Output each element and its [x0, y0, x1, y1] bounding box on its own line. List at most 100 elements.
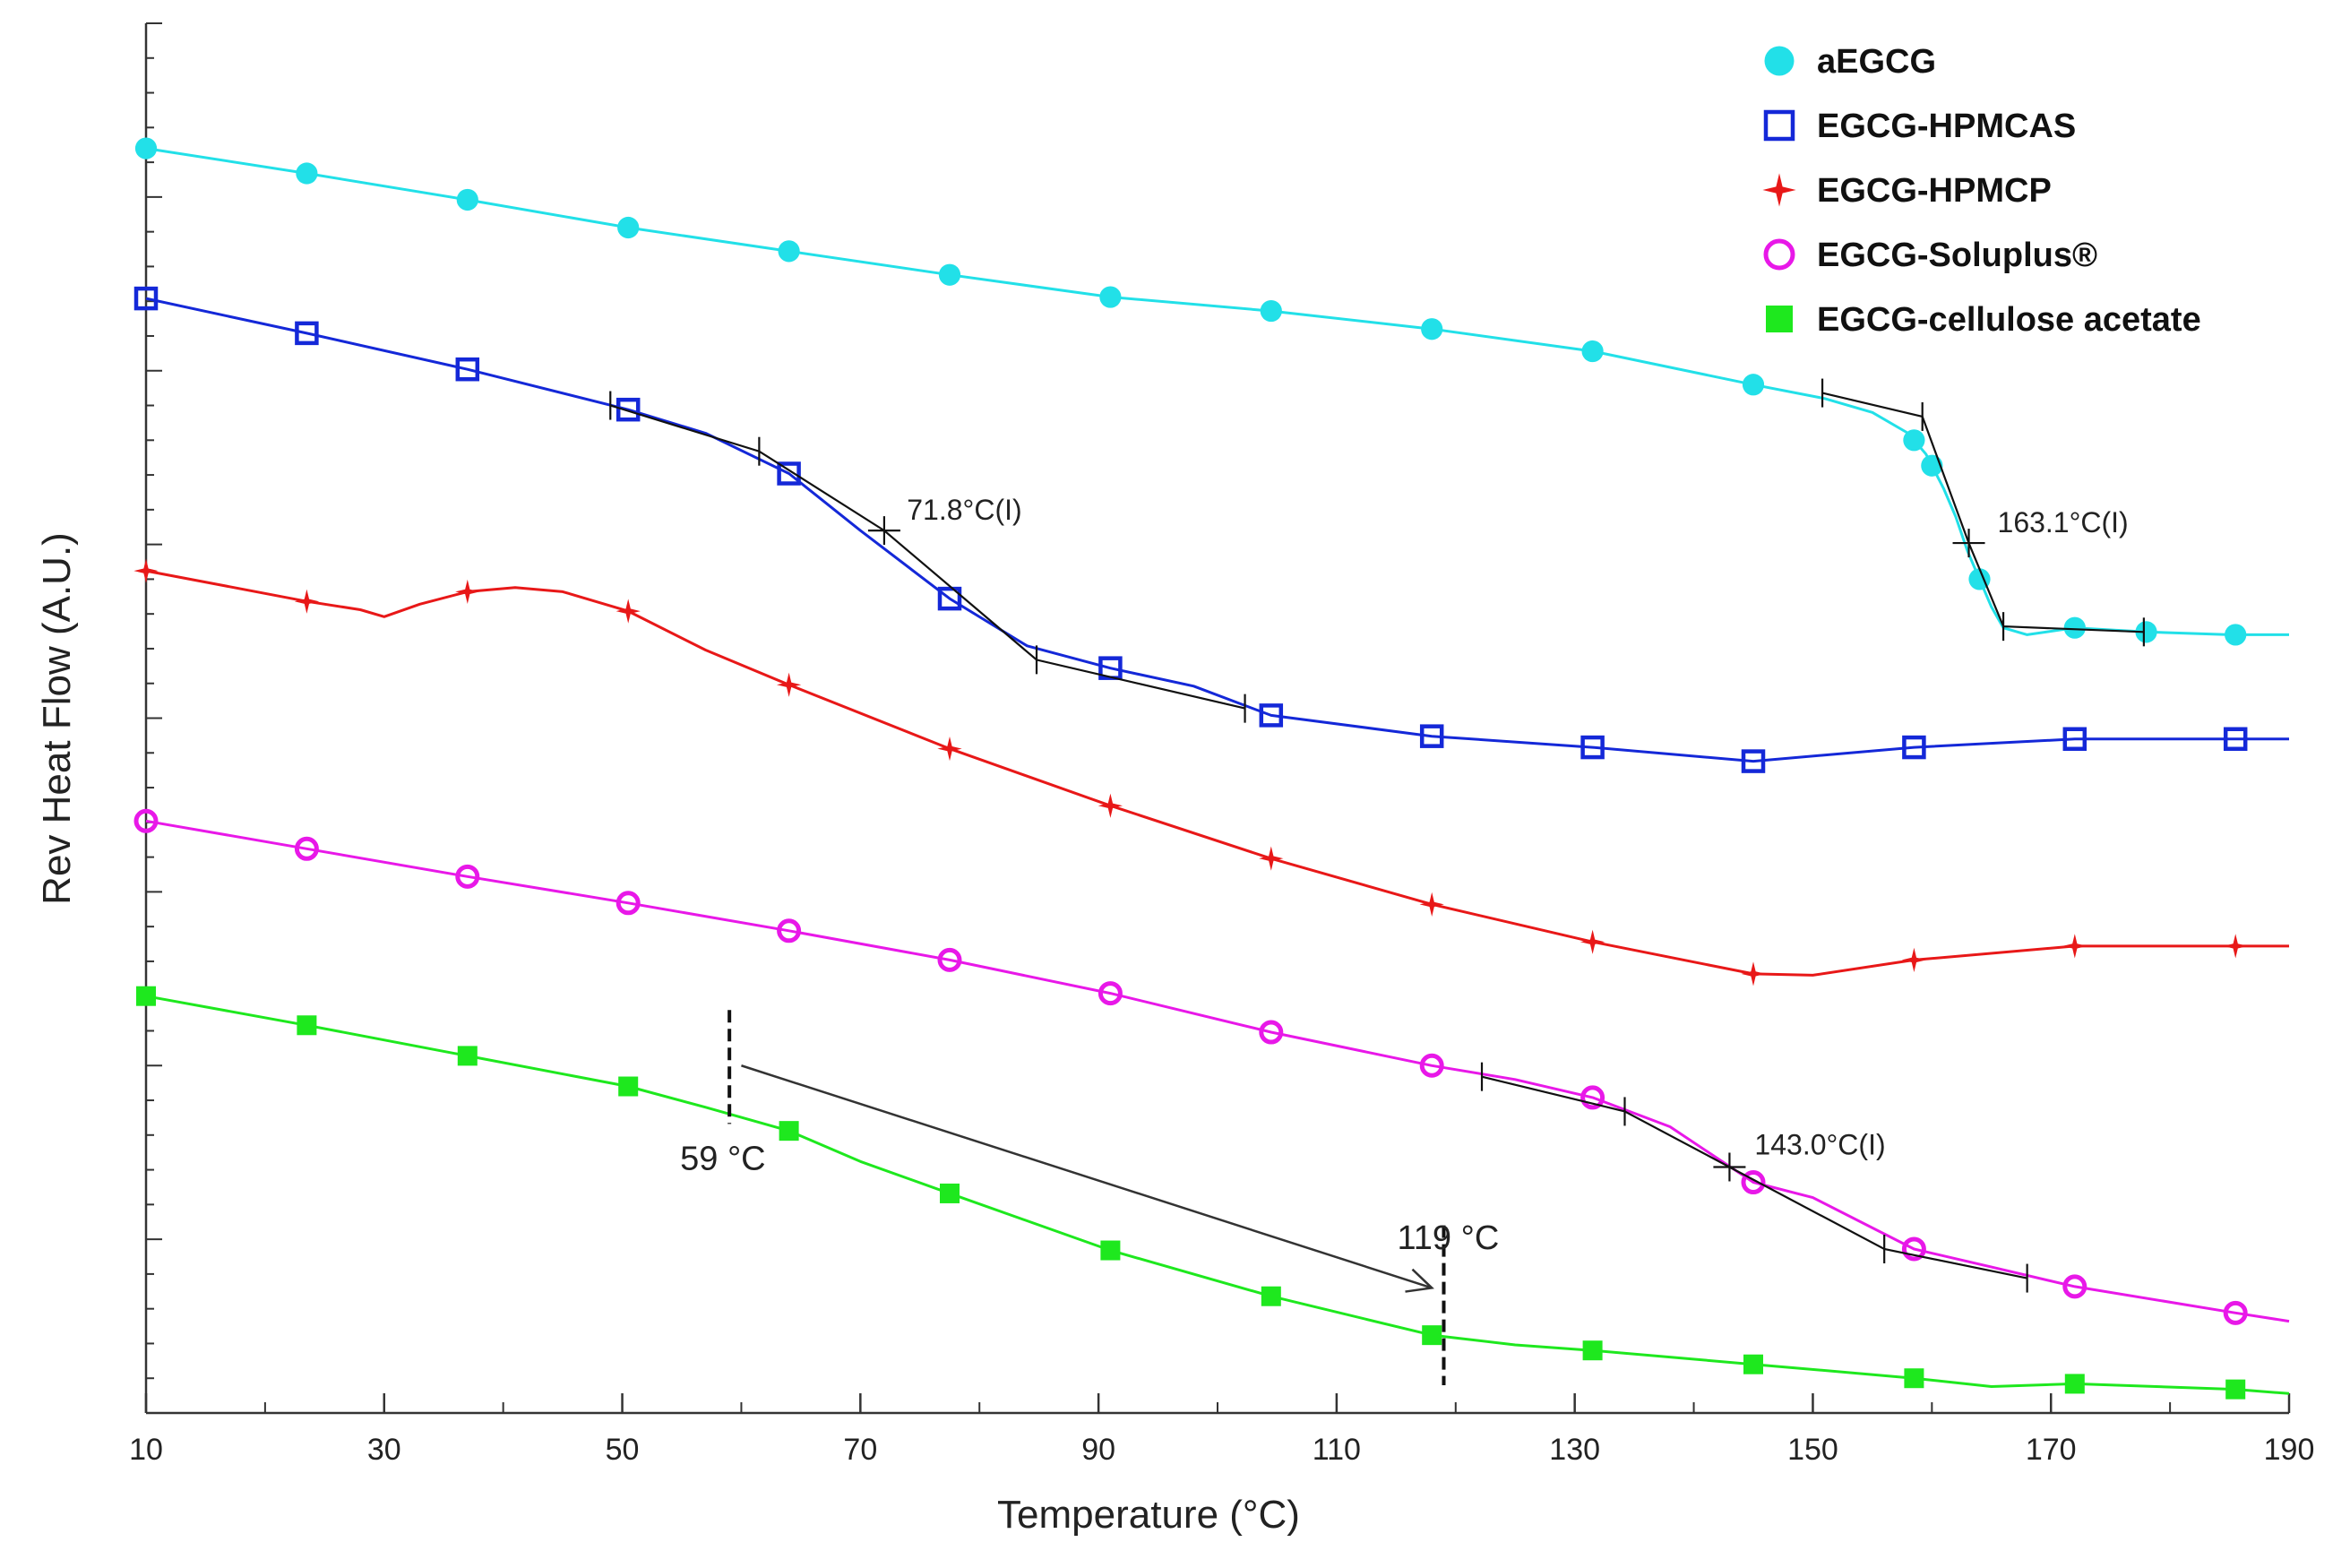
data-point [1259, 703, 1284, 728]
data-point [1901, 947, 1927, 973]
data-point [456, 188, 478, 211]
data-point [2063, 616, 2086, 639]
data-point [1902, 735, 1926, 760]
data-point [1741, 749, 1766, 773]
data-point [779, 1121, 799, 1142]
data-point [2135, 621, 2157, 643]
legend-item-egcg-cellulose-acetate: EGCG-cellulose acetate [1766, 301, 2201, 339]
data-point [455, 357, 480, 382]
x-tick-label: 190 [2264, 1433, 2315, 1467]
series-line-egcg-soluplus [145, 819, 2290, 1323]
x-tick-label: 30 [367, 1433, 401, 1467]
series-line-egcg-hpmcas [145, 297, 2289, 763]
legend-label: aEGCG [1817, 43, 1936, 81]
data-point [133, 558, 159, 583]
data-point [134, 137, 158, 159]
legend-marker [1766, 306, 1793, 332]
data-point [296, 162, 318, 185]
data-point [1422, 1325, 1442, 1346]
legend-item-egcg-soluplus: EGCG-Soluplus® [1763, 237, 2097, 274]
legend-label: EGCG-HPMCP [1817, 172, 2052, 210]
legend-label: EGCG-cellulose acetate [1817, 301, 2201, 339]
data-point [1921, 454, 1943, 477]
series-egcg-hpmcp [133, 558, 2289, 986]
data-point [1742, 374, 1765, 396]
legend-marker [1764, 46, 1795, 76]
x-tick-label: 90 [1081, 1433, 1115, 1467]
annotation-label: 59 °C [680, 1141, 765, 1178]
series-aegcg [134, 137, 2289, 646]
data-point [1741, 961, 1766, 986]
data-point [133, 286, 159, 311]
series-egcg-hpmcas [133, 286, 2289, 773]
data-point [2223, 1300, 2248, 1325]
data-point [1259, 846, 1284, 871]
x-tick-label: 110 [1313, 1433, 1361, 1467]
data-point [1904, 1368, 1924, 1389]
data-point [938, 263, 961, 286]
data-point [455, 864, 480, 889]
data-point [295, 321, 319, 346]
data-point [937, 947, 962, 972]
data-point [2064, 1374, 2085, 1394]
legend-marker [1763, 109, 1795, 142]
data-point [1580, 735, 1605, 760]
x-tick-label: 70 [843, 1433, 877, 1467]
series-egcg-cellulose-acetate [136, 986, 2290, 1400]
data-point [2223, 934, 2248, 959]
series-line-aegcg [145, 147, 2289, 636]
arrow-head [1405, 1268, 1434, 1293]
data-point [136, 986, 156, 1006]
data-point [1580, 929, 1605, 954]
legend-item-aegcg: aEGCG [1764, 43, 1936, 81]
x-tick-label: 150 [1787, 1433, 1838, 1467]
data-point [2062, 934, 2087, 959]
annotation-label: 119 °C [1397, 1219, 1499, 1257]
y-axis-title: Rev Heat Flow (A.U.) [35, 532, 79, 905]
annotation-label: 163.1°C(I) [1998, 506, 2129, 538]
data-point [2223, 727, 2248, 752]
x-axis-title: Temperature (°C) [997, 1493, 1300, 1537]
legend-marker [1763, 238, 1795, 271]
data-point [1099, 286, 1122, 308]
data-point [618, 1076, 639, 1097]
data-point [1098, 981, 1123, 1006]
data-point [297, 1015, 317, 1036]
x-tick-label: 10 [129, 1433, 163, 1467]
data-point [2062, 1274, 2087, 1299]
data-point [1968, 568, 1991, 590]
data-point [615, 891, 641, 916]
data-point [1421, 318, 1443, 340]
data-point [937, 736, 962, 762]
legend-item-egcg-hpmcas: EGCG-HPMCAS [1763, 108, 2076, 145]
data-point [617, 216, 640, 239]
data-point [1581, 340, 1604, 363]
data-point [2225, 1379, 2246, 1400]
data-point [615, 397, 641, 422]
data-point [294, 589, 320, 614]
data-point [1743, 1354, 1763, 1374]
legend-item-egcg-hpmcp: EGCG-HPMCP [1762, 172, 2052, 210]
data-point [1582, 1340, 1603, 1361]
x-tick-label: 130 [1549, 1433, 1600, 1467]
x-tick-label: 170 [2026, 1433, 2077, 1467]
annotation-label: 143.0°C(I) [1754, 1128, 1885, 1160]
data-point [1260, 299, 1282, 323]
data-point [2225, 624, 2247, 646]
series-line-egcg-hpmcp [145, 569, 2289, 977]
x-tick-label: 50 [606, 1433, 640, 1467]
data-point [1098, 793, 1123, 818]
tangent-fit-aegcg [1821, 378, 2145, 647]
data-point [1903, 429, 1925, 452]
legend: aEGCG EGCG-HPMCAS EGCG-HPMCP EGCG-Soluplus®… [1762, 43, 2201, 339]
data-point [615, 599, 641, 624]
transition-arrow [741, 1064, 1433, 1289]
data-point [1901, 1236, 1926, 1262]
data-point [1419, 724, 1444, 748]
annotation-label: 71.8°C(I) [907, 494, 1021, 526]
data-point [937, 586, 962, 611]
legend-label: EGCG-HPMCAS [1817, 108, 2076, 145]
data-point [1100, 1240, 1121, 1261]
data-point [1580, 1085, 1605, 1110]
series-egcg-soluplus [133, 808, 2290, 1325]
